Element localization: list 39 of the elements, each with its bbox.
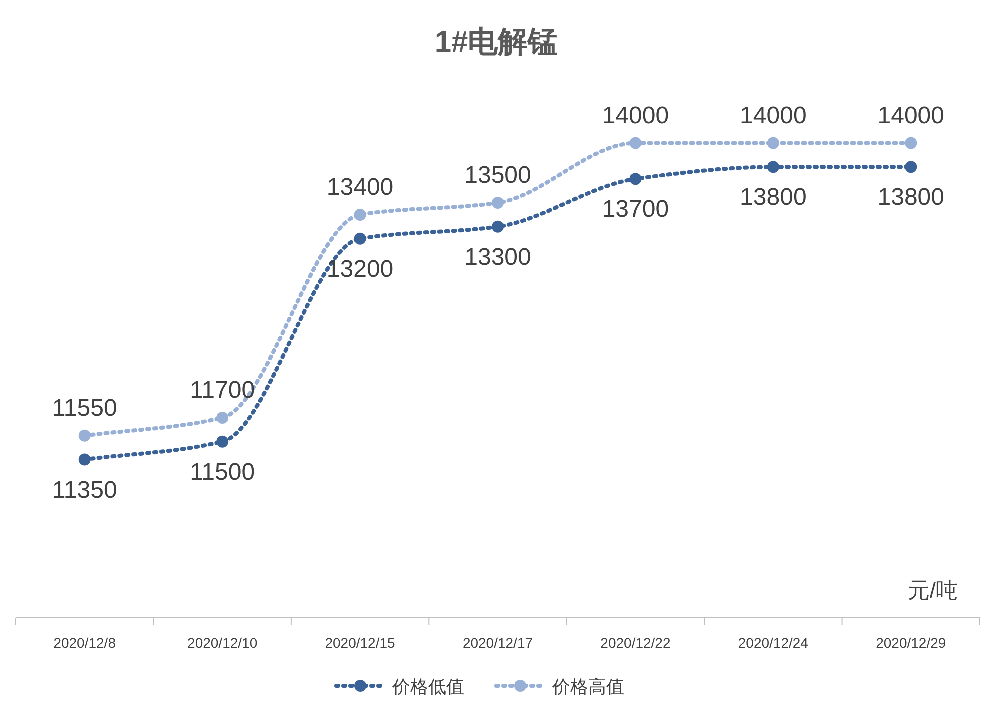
point	[905, 137, 918, 150]
data-label: 13400	[326, 174, 394, 201]
data-label: 13300	[464, 244, 532, 271]
point	[767, 137, 780, 150]
legend-label: 价格高值	[552, 677, 624, 697]
x-tick-label: 2020/12/8	[54, 635, 116, 651]
point	[216, 412, 229, 424]
point	[78, 454, 91, 466]
point	[354, 232, 366, 245]
data-label: 14000	[740, 102, 807, 130]
x-tick-label: 2020/12/24	[738, 635, 809, 651]
point	[492, 197, 504, 210]
x-tick-label: 2020/12/29	[876, 635, 946, 651]
data-label: 14000	[878, 102, 945, 130]
x-tick-label: 2020/12/17	[462, 635, 534, 651]
point	[492, 220, 504, 233]
x-tick-label: 2020/12/15	[325, 635, 396, 651]
chart-title: 1#电解锰	[434, 26, 558, 59]
data-label: 13500	[464, 162, 532, 190]
point	[630, 173, 642, 186]
data-label: 13200	[326, 256, 394, 283]
data-label: 11550	[52, 394, 118, 422]
data-label: 13800	[878, 184, 945, 212]
data-label: 13800	[740, 184, 807, 212]
data-label: 11350	[52, 476, 118, 504]
point	[630, 137, 642, 150]
point	[905, 161, 918, 174]
point	[216, 436, 229, 448]
point	[354, 208, 366, 221]
text: 元/吨	[908, 578, 958, 603]
point	[767, 161, 780, 174]
data-label: 13700	[602, 196, 670, 224]
x-tick-label: 2020/12/22	[600, 635, 671, 651]
legend-label: 价格低值	[392, 677, 464, 697]
data-label: 11700	[190, 376, 256, 404]
data-label: 11500	[190, 458, 256, 486]
data-label: 14000	[602, 102, 670, 130]
point	[78, 430, 91, 442]
x-tick-label: 2020/12/10	[188, 635, 258, 651]
